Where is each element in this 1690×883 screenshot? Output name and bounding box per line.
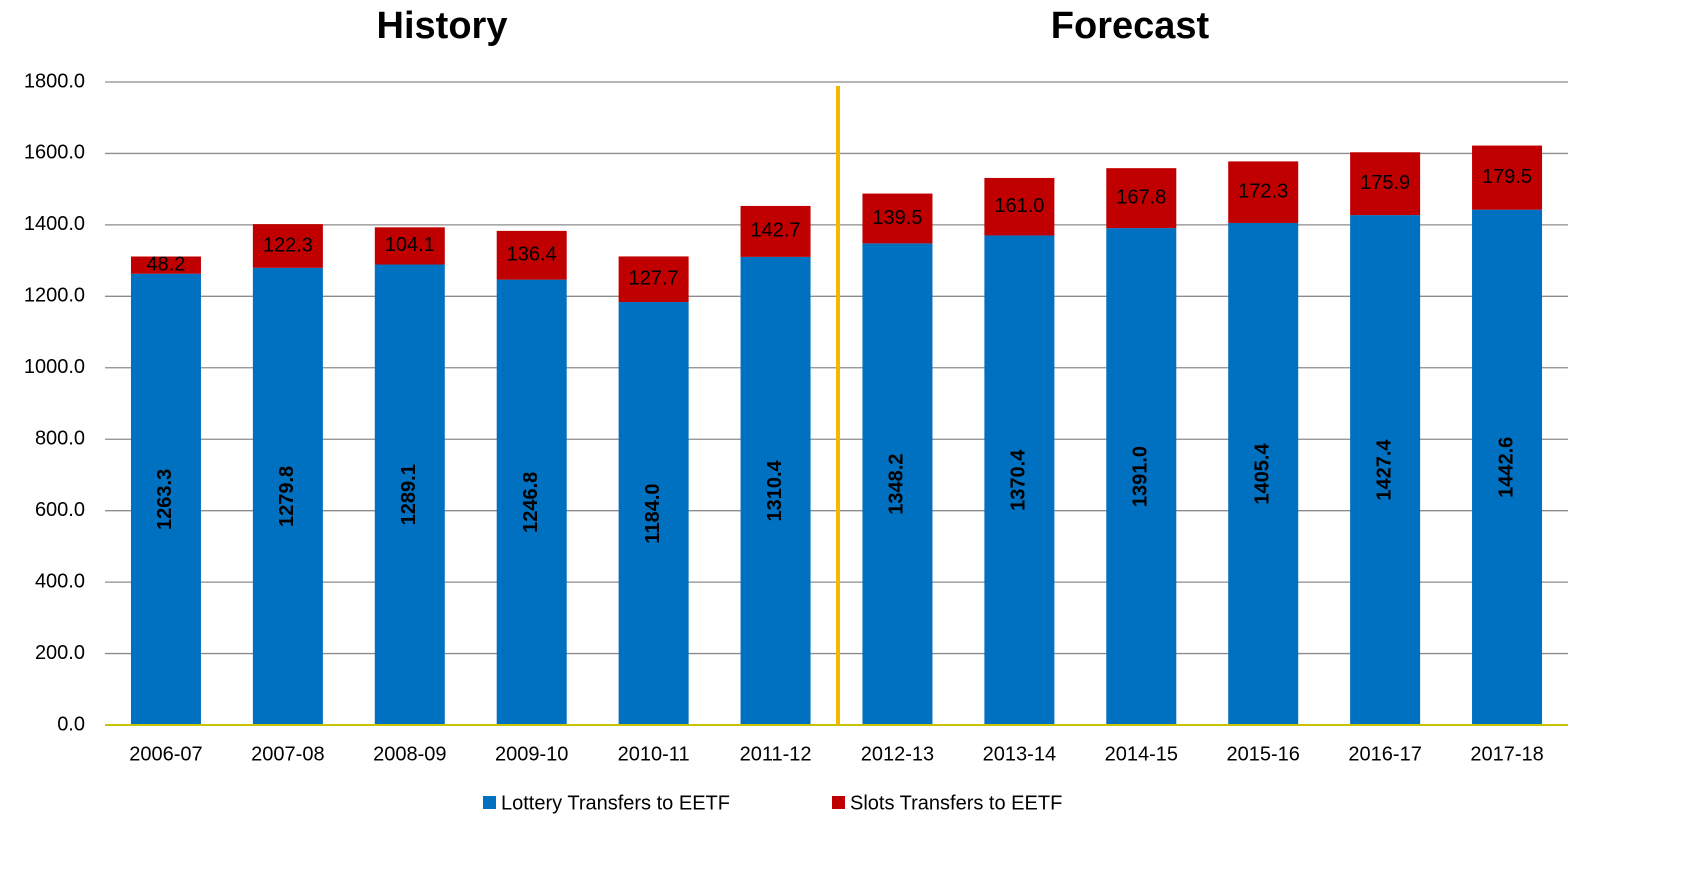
y-tick-label: 0.0 (57, 713, 85, 735)
data-label: 127.7 (629, 268, 679, 290)
y-tick-label: 400.0 (35, 570, 85, 592)
data-label: 122.3 (263, 234, 313, 256)
bar-segment (252, 267, 323, 725)
data-label: 175.9 (1360, 172, 1410, 194)
x-tick-label: 2014-15 (1105, 743, 1178, 765)
y-tick-label: 1800.0 (24, 70, 85, 92)
data-label: 179.5 (1482, 166, 1532, 188)
forecast-title: Forecast (1051, 5, 1210, 47)
bar-segment (1472, 209, 1543, 726)
bar-segment (496, 279, 567, 725)
x-tick-label: 2007-08 (251, 743, 324, 765)
x-tick-label: 2008-09 (373, 743, 446, 765)
y-tick-label: 1600.0 (24, 142, 85, 164)
data-label: 1405.4 (1251, 443, 1273, 505)
x-tick-label: 2013-14 (983, 743, 1056, 765)
bar-segment (130, 256, 201, 274)
x-tick-label: 2015-16 (1227, 743, 1300, 765)
x-tick-label: 2012-13 (861, 743, 934, 765)
data-label: 1263.3 (154, 469, 176, 530)
bar-segment (740, 256, 811, 725)
data-label: 167.8 (1116, 186, 1166, 208)
x-tick-label: 2016-17 (1348, 743, 1421, 765)
data-label: 1279.8 (276, 466, 298, 527)
data-label: 104.1 (385, 234, 435, 256)
data-label: 1246.8 (520, 472, 542, 533)
bar-segment (862, 243, 933, 725)
bar-segment (1106, 168, 1177, 229)
y-tick-label: 1400.0 (24, 213, 85, 235)
data-label: 1184.0 (642, 483, 664, 543)
bar-segment (1228, 222, 1299, 725)
y-tick-label: 600.0 (35, 499, 85, 521)
x-tick-label: 2009-10 (495, 743, 568, 765)
data-label: 172.3 (1238, 180, 1288, 202)
data-label: 142.7 (751, 220, 801, 242)
bar-segment (862, 193, 933, 244)
bar-segment (1350, 215, 1421, 725)
bar-segment (1472, 145, 1543, 210)
bar-segment (1106, 228, 1177, 725)
bar-segment (374, 264, 445, 725)
legend-swatch (483, 796, 496, 809)
legend-label: Lottery Transfers to EETF (501, 792, 730, 814)
bar-segment (130, 273, 201, 725)
history-title: History (377, 5, 508, 47)
y-tick-label: 1000.0 (24, 356, 85, 378)
x-tick-label: 2017-18 (1470, 743, 1543, 765)
y-tick-label: 1200.0 (24, 285, 85, 307)
data-label: 1442.6 (1495, 437, 1517, 498)
data-label: 1289.1 (398, 464, 420, 525)
data-label: 1310.4 (764, 459, 786, 521)
y-tick-label: 800.0 (35, 428, 85, 450)
bar-segment (740, 205, 811, 257)
data-label: 1391.0 (1130, 446, 1152, 507)
legend-label: Slots Transfers to EETF (850, 792, 1062, 814)
bar-segment (984, 235, 1055, 726)
bar-segment (618, 302, 689, 725)
data-label: 161.0 (994, 195, 1044, 217)
data-label: 139.5 (872, 207, 922, 229)
x-tick-label: 2011-12 (740, 743, 812, 765)
bar-segment (1228, 161, 1299, 223)
bar-segment (1350, 152, 1421, 216)
x-tick-label: 2006-07 (129, 743, 202, 765)
bar-segment (984, 177, 1055, 236)
legend-swatch (832, 796, 845, 809)
y-tick-label: 200.0 (35, 642, 85, 664)
data-label: 1427.4 (1373, 439, 1395, 501)
bar-segment (252, 224, 323, 268)
x-tick-label: 2010-11 (618, 743, 690, 765)
data-label: 136.4 (507, 244, 557, 266)
data-label: 1348.2 (886, 454, 908, 515)
bar-segment (618, 256, 689, 303)
data-label: 1370.4 (1008, 449, 1030, 511)
data-label: 48.2 (146, 253, 185, 275)
bar-segment (496, 230, 567, 280)
bar-segment (374, 227, 445, 265)
